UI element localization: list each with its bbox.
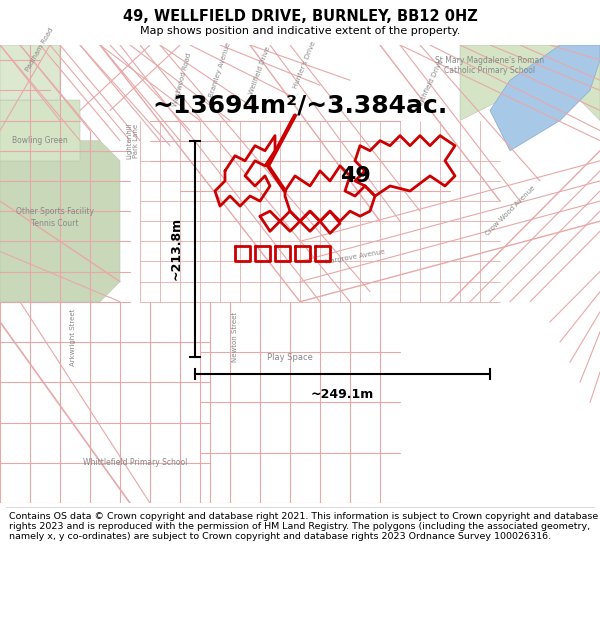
Text: 49: 49 — [340, 166, 370, 186]
Text: 49, WELLFIELD DRIVE, BURNLEY, BB12 0HZ: 49, WELLFIELD DRIVE, BURNLEY, BB12 0HZ — [122, 9, 478, 24]
Polygon shape — [0, 45, 60, 101]
Text: ~249.1m: ~249.1m — [311, 388, 374, 401]
Text: Catholic Primary School: Catholic Primary School — [445, 66, 536, 74]
Text: Hunter's Drive: Hunter's Drive — [293, 41, 317, 89]
Text: Lightenhill
Park Lane: Lightenhill Park Lane — [127, 122, 139, 159]
Text: Other Sports Facility: Other Sports Facility — [16, 207, 94, 216]
Text: St Mary Magdalene's Roman: St Mary Magdalene's Roman — [436, 56, 545, 64]
Text: Hargrove Avenue: Hargrove Avenue — [325, 248, 385, 264]
Text: Play Space: Play Space — [267, 352, 313, 362]
Polygon shape — [0, 141, 120, 302]
Text: Westwood Road: Westwood Road — [172, 52, 192, 107]
Polygon shape — [0, 101, 80, 161]
Polygon shape — [460, 45, 600, 121]
Text: Padiham Road: Padiham Road — [25, 27, 55, 73]
Text: Whittlefield Primary School: Whittlefield Primary School — [83, 458, 187, 468]
Text: Bramley Avenue: Bramley Avenue — [208, 42, 232, 98]
Text: Crow Wood Avenue: Crow Wood Avenue — [484, 185, 536, 237]
Text: ~13694m²/~3.384ac.: ~13694m²/~3.384ac. — [152, 93, 448, 118]
Text: Northfield Drive: Northfield Drive — [416, 59, 445, 112]
Text: Arkwright Street: Arkwright Street — [70, 308, 76, 366]
Polygon shape — [490, 45, 600, 151]
Text: Tennis Court: Tennis Court — [31, 219, 79, 228]
Text: Newton Street: Newton Street — [232, 312, 238, 362]
Text: Contains OS data © Crown copyright and database right 2021. This information is : Contains OS data © Crown copyright and d… — [9, 512, 598, 541]
Text: Wellfield Drive: Wellfield Drive — [248, 46, 271, 95]
Text: ~213.8m: ~213.8m — [170, 217, 183, 281]
Text: Bowling Green: Bowling Green — [12, 136, 68, 145]
Text: Map shows position and indicative extent of the property.: Map shows position and indicative extent… — [140, 26, 460, 36]
